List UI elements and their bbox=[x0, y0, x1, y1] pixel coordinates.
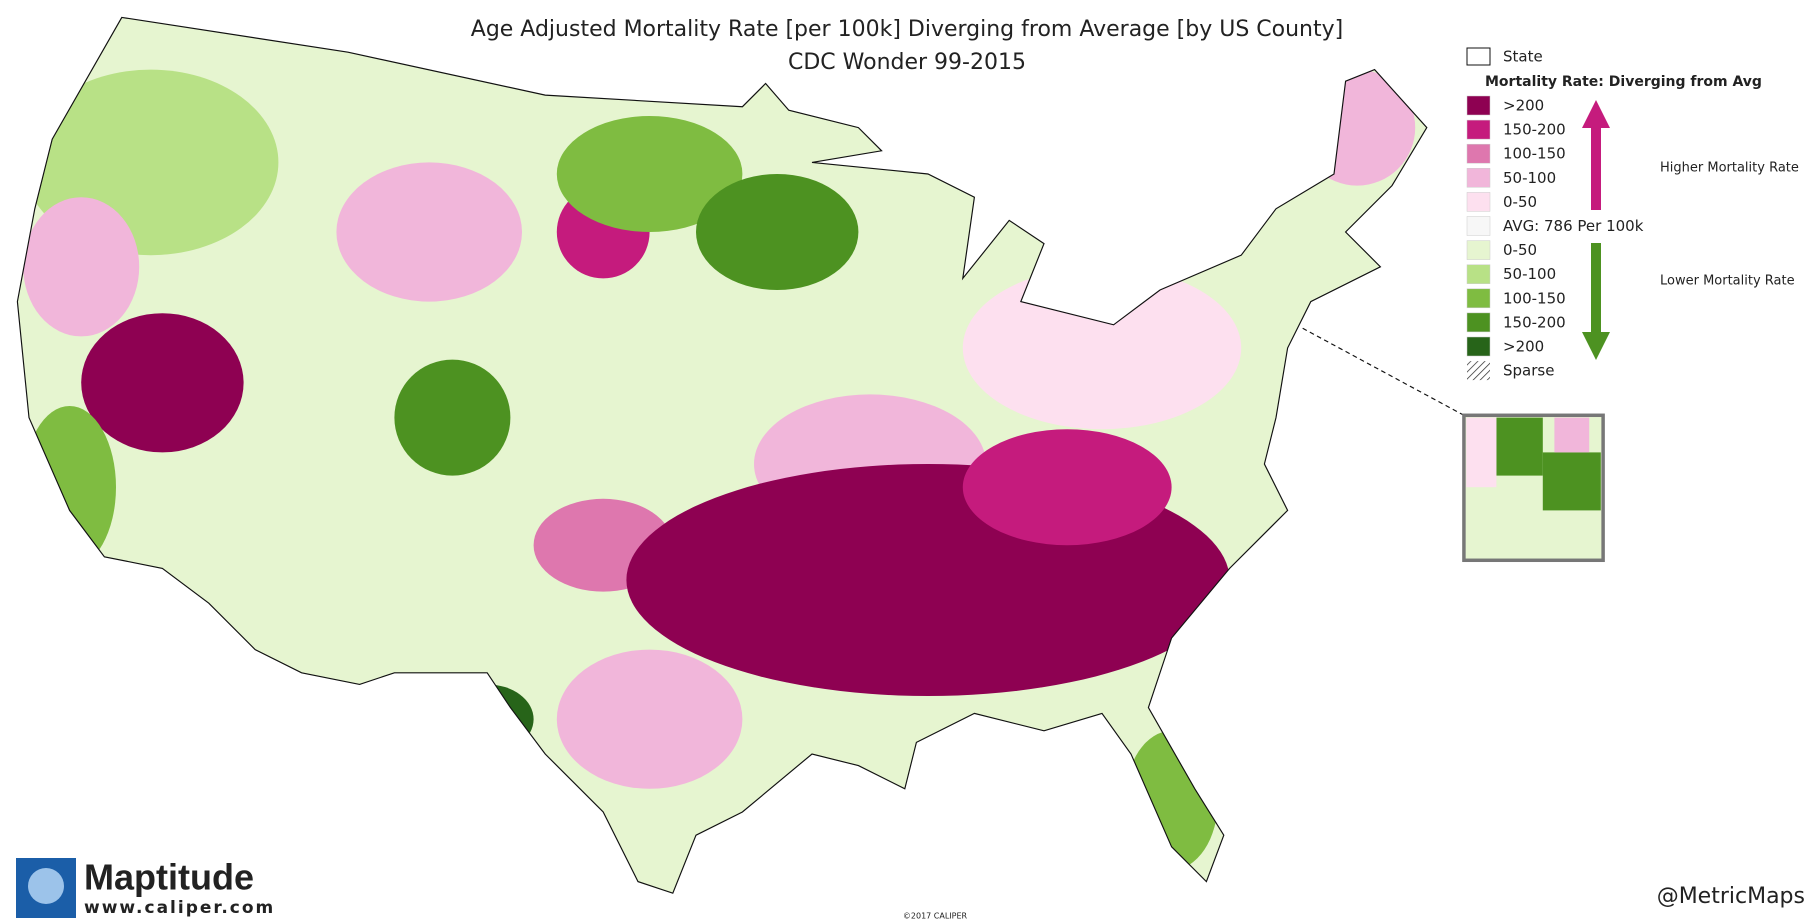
legend-swatch bbox=[1466, 264, 1491, 284]
legend-label: 0-50 bbox=[1503, 241, 1537, 259]
state-label: State bbox=[1503, 48, 1543, 66]
legend-swatch bbox=[1466, 216, 1491, 236]
legend-swatch bbox=[1466, 192, 1491, 212]
legend-label: 50-100 bbox=[1503, 265, 1556, 283]
legend-title: Mortality Rate: Diverging from Avg bbox=[1485, 74, 1762, 90]
legend-label: 0-50 bbox=[1503, 193, 1537, 211]
legend-swatch bbox=[1466, 312, 1491, 333]
legend: State Mortality Rate: Diverging from Avg… bbox=[1466, 47, 1799, 381]
legend-swatch bbox=[1466, 143, 1491, 164]
down-arrow bbox=[1582, 243, 1610, 360]
legend-label: 100-150 bbox=[1503, 145, 1566, 163]
copyright: ©2017 CALIPER bbox=[903, 912, 968, 921]
legend-label: 150-200 bbox=[1503, 121, 1566, 139]
legend-swatch bbox=[1466, 168, 1491, 188]
legend-swatch bbox=[1466, 336, 1491, 357]
sparse-swatch bbox=[1467, 361, 1490, 381]
inset bbox=[1462, 413, 1605, 563]
legend-label: >200 bbox=[1503, 97, 1544, 115]
us-outline bbox=[16, 16, 1428, 894]
logo-globe bbox=[28, 868, 64, 904]
credit: @MetricMaps bbox=[1657, 884, 1805, 909]
legend-swatch bbox=[1466, 95, 1491, 116]
legend-label: >200 bbox=[1503, 338, 1544, 356]
us-map bbox=[16, 16, 1605, 894]
legend-label: 50-100 bbox=[1503, 169, 1556, 187]
logo-url: www.caliper.com bbox=[84, 898, 275, 918]
higher-label: Higher Mortality Rate bbox=[1660, 161, 1799, 176]
legend-swatch bbox=[1466, 119, 1491, 140]
subtitle: CDC Wonder 99-2015 bbox=[788, 50, 1026, 75]
lower-label: Lower Mortality Rate bbox=[1660, 274, 1795, 289]
up-arrow bbox=[1582, 100, 1610, 210]
legend-label: 100-150 bbox=[1503, 289, 1566, 307]
legend-swatch bbox=[1466, 288, 1491, 309]
legend-label: AVG: 786 Per 100k bbox=[1503, 217, 1644, 235]
state-swatch bbox=[1466, 47, 1491, 66]
county-fill bbox=[17, 17, 1427, 894]
title: Age Adjusted Mortality Rate [per 100k] D… bbox=[471, 17, 1343, 42]
logo-text: Maptitude bbox=[84, 857, 254, 898]
legend-label: 150-200 bbox=[1503, 313, 1566, 331]
inset-pointer bbox=[1302, 327, 1465, 416]
legend-swatch bbox=[1466, 240, 1491, 260]
sparse-label: Sparse bbox=[1503, 362, 1554, 380]
